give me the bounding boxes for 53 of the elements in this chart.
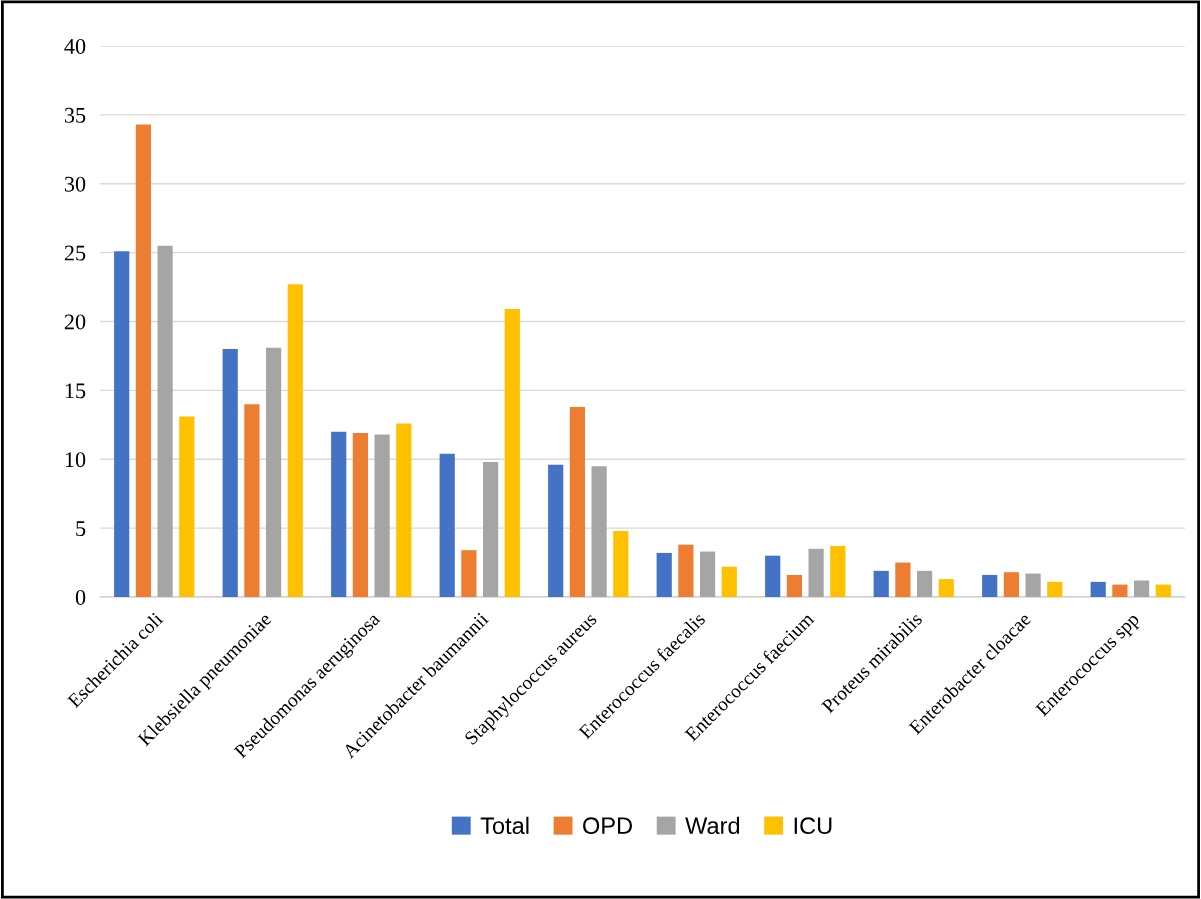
bar — [1003, 572, 1019, 597]
bar — [1112, 584, 1128, 597]
bar — [700, 551, 716, 597]
bar — [374, 434, 390, 597]
bar — [396, 423, 412, 597]
bar — [765, 555, 781, 597]
y-tick-label: 10 — [65, 452, 86, 468]
bar — [808, 548, 824, 597]
bar — [352, 433, 368, 597]
bar — [721, 566, 737, 597]
bar — [873, 570, 889, 597]
bar — [483, 462, 499, 597]
bar — [1090, 581, 1106, 597]
bar — [786, 574, 802, 597]
bar — [1155, 584, 1171, 597]
y-tick-label: 40 — [64, 38, 86, 54]
bar — [287, 284, 303, 597]
bar — [678, 544, 694, 597]
y-tick-label: 5 — [76, 521, 86, 537]
bar — [548, 464, 564, 597]
bar — [938, 579, 954, 597]
bar — [1025, 573, 1041, 597]
bar — [591, 466, 607, 597]
bar — [179, 416, 195, 597]
bar — [244, 404, 260, 597]
bar — [331, 431, 347, 597]
bar — [917, 570, 933, 597]
bar — [439, 453, 455, 597]
legend-label: OPD — [583, 817, 632, 835]
bar — [135, 124, 151, 597]
y-tick-label: 20 — [64, 314, 86, 330]
bar — [895, 562, 911, 597]
y-tick-label: 30 — [64, 176, 86, 192]
bar — [114, 251, 130, 597]
bar — [1134, 580, 1150, 597]
bar — [830, 546, 846, 597]
bar — [222, 349, 238, 597]
y-tick-label: 35 — [64, 107, 86, 123]
bar — [569, 406, 585, 597]
bar — [504, 309, 520, 597]
y-tick-label: 25 — [64, 245, 86, 261]
legend-label: Total — [480, 816, 529, 835]
bar — [656, 552, 672, 597]
bar — [266, 347, 282, 597]
bar — [461, 550, 477, 597]
bar — [157, 245, 173, 597]
bar — [613, 530, 629, 597]
y-tick-label: 15 — [65, 383, 86, 399]
legend-label: Ward — [685, 816, 740, 835]
legend-label: ICU — [794, 817, 832, 835]
y-tick-label: 0 — [75, 589, 86, 605]
bar — [1047, 581, 1063, 597]
bar — [982, 574, 998, 597]
